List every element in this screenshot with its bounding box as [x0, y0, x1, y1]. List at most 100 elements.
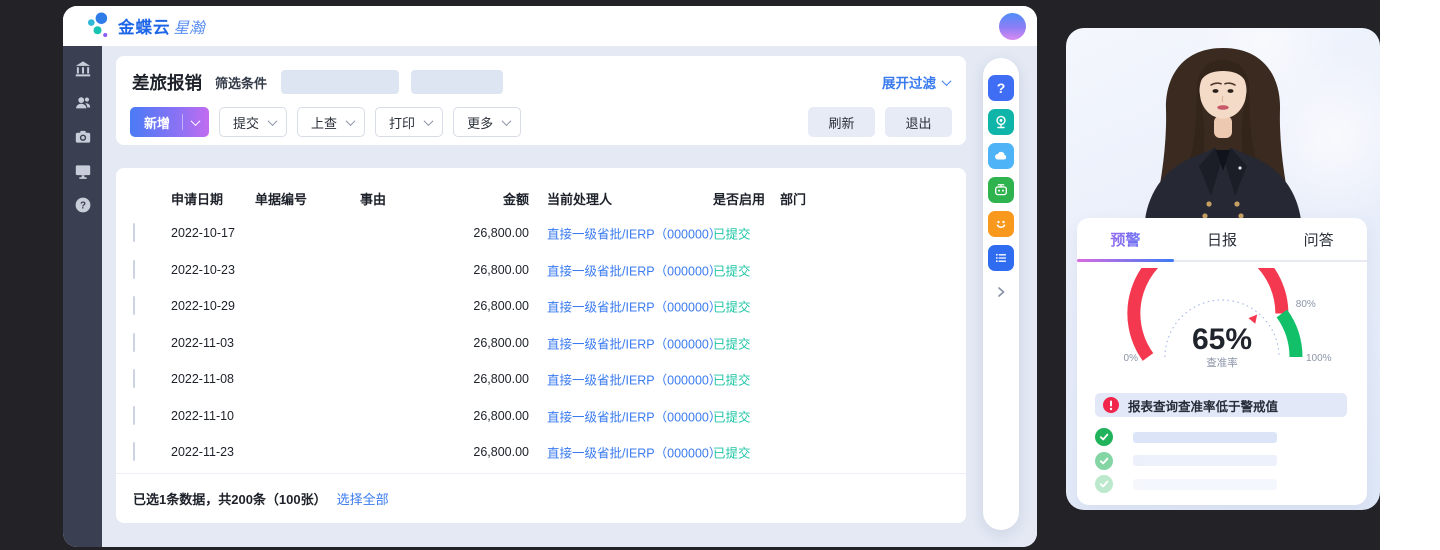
filter-conditions-label: 筛选条件	[215, 75, 268, 91]
table-row[interactable]: 2022-11-03 26,800.00 直接一级省批/IERP（000000）…	[116, 325, 966, 362]
ai-tab-问答[interactable]: 问答	[1303, 231, 1334, 249]
expense-table-card: 申请日期 单据编号 事由 金额 当前处理人 是否启用 部门 2022-10-17…	[116, 168, 966, 523]
action-button-label: 提交	[233, 115, 260, 131]
col-header-reason[interactable]: 事由	[360, 192, 387, 207]
table-header-row: 申请日期 单据编号 事由 金额 当前处理人 是否启用 部门	[116, 189, 966, 209]
col-header-date[interactable]: 申请日期	[171, 192, 224, 207]
robot-icon[interactable]	[988, 177, 1014, 203]
expand-filter-button[interactable]: 展开过滤	[882, 72, 952, 92]
exit-button[interactable]: 退出	[885, 107, 952, 137]
row-handler-link[interactable]: 直接一级省批/IERP（000000）	[547, 446, 722, 461]
row-handler-link[interactable]: 直接一级省批/IERP（000000）	[547, 264, 722, 279]
svg-text:65%: 65%	[1192, 323, 1252, 356]
cloud-icon[interactable]	[988, 143, 1014, 169]
ai-assistant-panel: 预警 日报 问答 0% 80% 100% 65% 查准率 报表查询查准率低于警戒值	[1066, 28, 1380, 510]
check-icon	[1095, 428, 1113, 446]
checklist-placeholder	[1133, 455, 1277, 466]
action-button-1[interactable]: 提交	[219, 107, 288, 137]
bank-icon[interactable]	[73, 59, 93, 79]
top-bar: 金蝶云 星瀚	[63, 6, 1037, 46]
row-checkbox[interactable]	[133, 296, 135, 316]
brand-logo[interactable]: 金蝶云 星瀚	[86, 9, 205, 44]
warning-text: 报表查询查准率低于警戒值	[1128, 399, 1279, 414]
ai-tab-日报[interactable]: 日报	[1207, 231, 1238, 249]
table-row[interactable]: 2022-11-08 26,800.00 直接一级省批/IERP（000000）…	[116, 361, 966, 398]
check-icon	[1095, 451, 1113, 470]
check-icon	[1095, 475, 1113, 493]
assistant-toolbar: ?	[983, 58, 1019, 530]
row-status-badge: 已提交	[713, 264, 751, 279]
checklist-placeholder	[1133, 431, 1277, 443]
table-row[interactable]: 2022-11-23 26,800.00 直接一级省批/IERP（000000）…	[116, 434, 966, 471]
table-row[interactable]: 2022-10-29 26,800.00 直接一级省批/IERP（000000）…	[116, 288, 966, 325]
table-footer: 已选1条数据，共200条（100张） 选择全部	[116, 473, 966, 523]
action-button-2[interactable]: 上查	[297, 107, 366, 137]
chevron-right-icon[interactable]	[996, 285, 1006, 303]
row-status-badge: 已提交	[713, 446, 751, 461]
table-row[interactable]: 2022-10-23 26,800.00 直接一级省批/IERP（000000）…	[116, 252, 966, 289]
row-checkbox[interactable]	[133, 369, 135, 389]
row-date: 2022-11-23	[171, 445, 235, 460]
smiley-icon[interactable]	[988, 211, 1014, 237]
list-icon[interactable]	[988, 245, 1014, 271]
nav-sidebar: ?	[63, 46, 102, 547]
camera-icon[interactable]	[73, 127, 93, 147]
warning-banner[interactable]: 报表查询查准率低于警戒值	[1095, 393, 1347, 417]
action-button-4[interactable]: 更多	[453, 107, 522, 137]
svg-text:查准率: 查准率	[1206, 356, 1238, 369]
svg-text:0%: 0%	[1124, 353, 1139, 364]
user-avatar[interactable]	[999, 12, 1026, 40]
col-header-enabled[interactable]: 是否启用	[713, 192, 766, 207]
checklist-item	[1095, 475, 1349, 493]
app-window: 金蝶云 星瀚 ? 差旅报销 筛选条件 展开过滤	[63, 6, 1037, 547]
add-new-dropdown[interactable]	[183, 115, 209, 126]
action-button-label: 打印	[389, 115, 416, 131]
table-row[interactable]: 2022-11-10 26,800.00 直接一级省批/IERP（000000）…	[116, 398, 966, 435]
row-checkbox[interactable]	[133, 259, 135, 279]
help-icon[interactable]: ?	[73, 195, 93, 215]
row-handler-link[interactable]: 直接一级省批/IERP（000000）	[547, 300, 722, 315]
row-date: 2022-11-08	[171, 372, 235, 387]
row-date: 2022-10-29	[171, 299, 235, 314]
col-header-amount[interactable]: 金额	[502, 192, 529, 207]
chevron-down-icon	[345, 115, 356, 126]
action-button-3[interactable]: 打印	[375, 107, 444, 137]
row-checkbox[interactable]	[133, 442, 135, 462]
monitor-icon[interactable]	[73, 161, 93, 181]
row-checkbox[interactable]	[133, 332, 135, 352]
chevron-down-icon	[423, 115, 434, 126]
alert-icon	[1103, 397, 1119, 413]
add-new-button[interactable]: 新增	[130, 107, 210, 137]
col-header-dept[interactable]: 部门	[780, 192, 807, 207]
row-checkbox[interactable]	[133, 223, 135, 243]
row-handler-link[interactable]: 直接一级省批/IERP（000000）	[547, 337, 722, 352]
row-handler-link[interactable]: 直接一级省批/IERP（000000）	[547, 410, 722, 425]
action-button-label: 上查	[311, 115, 338, 131]
webcam-icon[interactable]	[988, 109, 1014, 135]
chevron-down-icon	[941, 75, 952, 86]
logo-dots-icon	[86, 9, 111, 44]
expand-filter-label: 展开过滤	[882, 76, 936, 91]
filter-input-placeholder[interactable]	[281, 70, 400, 94]
col-header-handler[interactable]: 当前处理人	[547, 192, 613, 207]
brand-name-suffix: 星瀚	[173, 20, 205, 37]
filter-input-placeholder[interactable]	[411, 70, 504, 94]
checklist-item	[1095, 428, 1349, 446]
row-handler-link[interactable]: 直接一级省批/IERP（000000）	[547, 373, 722, 388]
row-checkbox[interactable]	[133, 405, 135, 425]
row-date: 2022-11-03	[171, 335, 235, 350]
row-amount: 26,800.00	[473, 299, 529, 314]
refresh-button[interactable]: 刷新	[808, 107, 875, 137]
row-handler-link[interactable]: 直接一级省批/IERP（000000）	[547, 227, 722, 242]
ai-tab-预警[interactable]: 预警	[1077, 218, 1174, 260]
select-all-link[interactable]: 选择全部	[336, 492, 389, 507]
active-tab-underline	[1077, 259, 1174, 262]
row-date: 2022-10-17	[171, 226, 235, 241]
table-row[interactable]: 2022-10-17 26,800.00 直接一级省批/IERP（000000）…	[116, 215, 966, 252]
users-icon[interactable]	[73, 93, 93, 113]
col-header-number[interactable]: 单据编号	[255, 192, 308, 207]
help-icon[interactable]: ?	[988, 75, 1014, 101]
brand-name-main: 金蝶云	[118, 19, 171, 37]
content-area: 差旅报销 筛选条件 展开过滤 新增	[102, 46, 1037, 547]
svg-text:?: ?	[79, 201, 85, 212]
